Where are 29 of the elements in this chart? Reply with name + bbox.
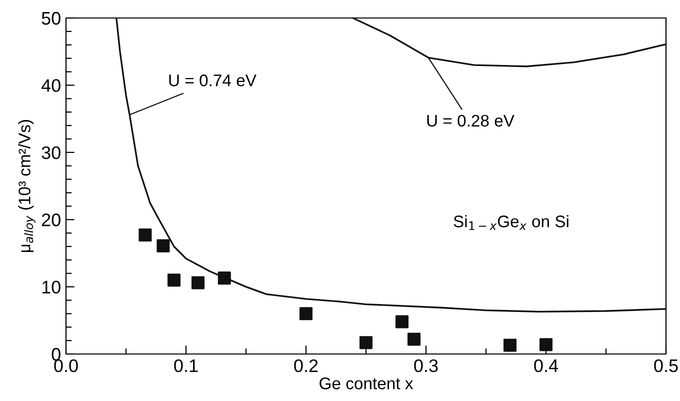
point xyxy=(359,336,373,350)
y-tick-label: 50 xyxy=(42,12,60,25)
point xyxy=(539,338,553,352)
y-tick-label: 10 xyxy=(42,280,60,294)
y-axis-title: μ$_{alloy}$ (10³ cm²/Vs) xyxy=(18,120,36,252)
annotation: U = 0.74 eV xyxy=(169,74,256,86)
point xyxy=(167,274,181,287)
point xyxy=(138,228,152,242)
x-tick-label: 0.0 xyxy=(54,359,78,372)
y-tick-label: 30 xyxy=(42,146,60,160)
point xyxy=(503,338,517,352)
annotation: U = 0.28 eV xyxy=(427,114,514,127)
x-tick-label: 0.1 xyxy=(174,359,198,372)
x-tick-label: 0.5 xyxy=(654,359,678,372)
point xyxy=(191,276,205,290)
annotation: Si$_{1−x}$Ge$_{x}$ on Si xyxy=(454,215,568,230)
y-tick-label: 0 xyxy=(52,348,60,361)
point xyxy=(299,307,313,320)
point xyxy=(218,272,231,285)
x-tick-label: 0.4 xyxy=(534,359,558,372)
point xyxy=(407,332,421,346)
y-tick-label: 40 xyxy=(41,79,60,92)
point xyxy=(395,315,409,328)
point xyxy=(156,239,170,252)
x-tick-label: 0.3 xyxy=(414,359,438,372)
y-tick-label: 20 xyxy=(42,214,60,226)
line-series xyxy=(116,18,666,312)
x-axis-title: Ge content x xyxy=(320,378,414,390)
x-tick-label: 0.2 xyxy=(294,359,318,372)
